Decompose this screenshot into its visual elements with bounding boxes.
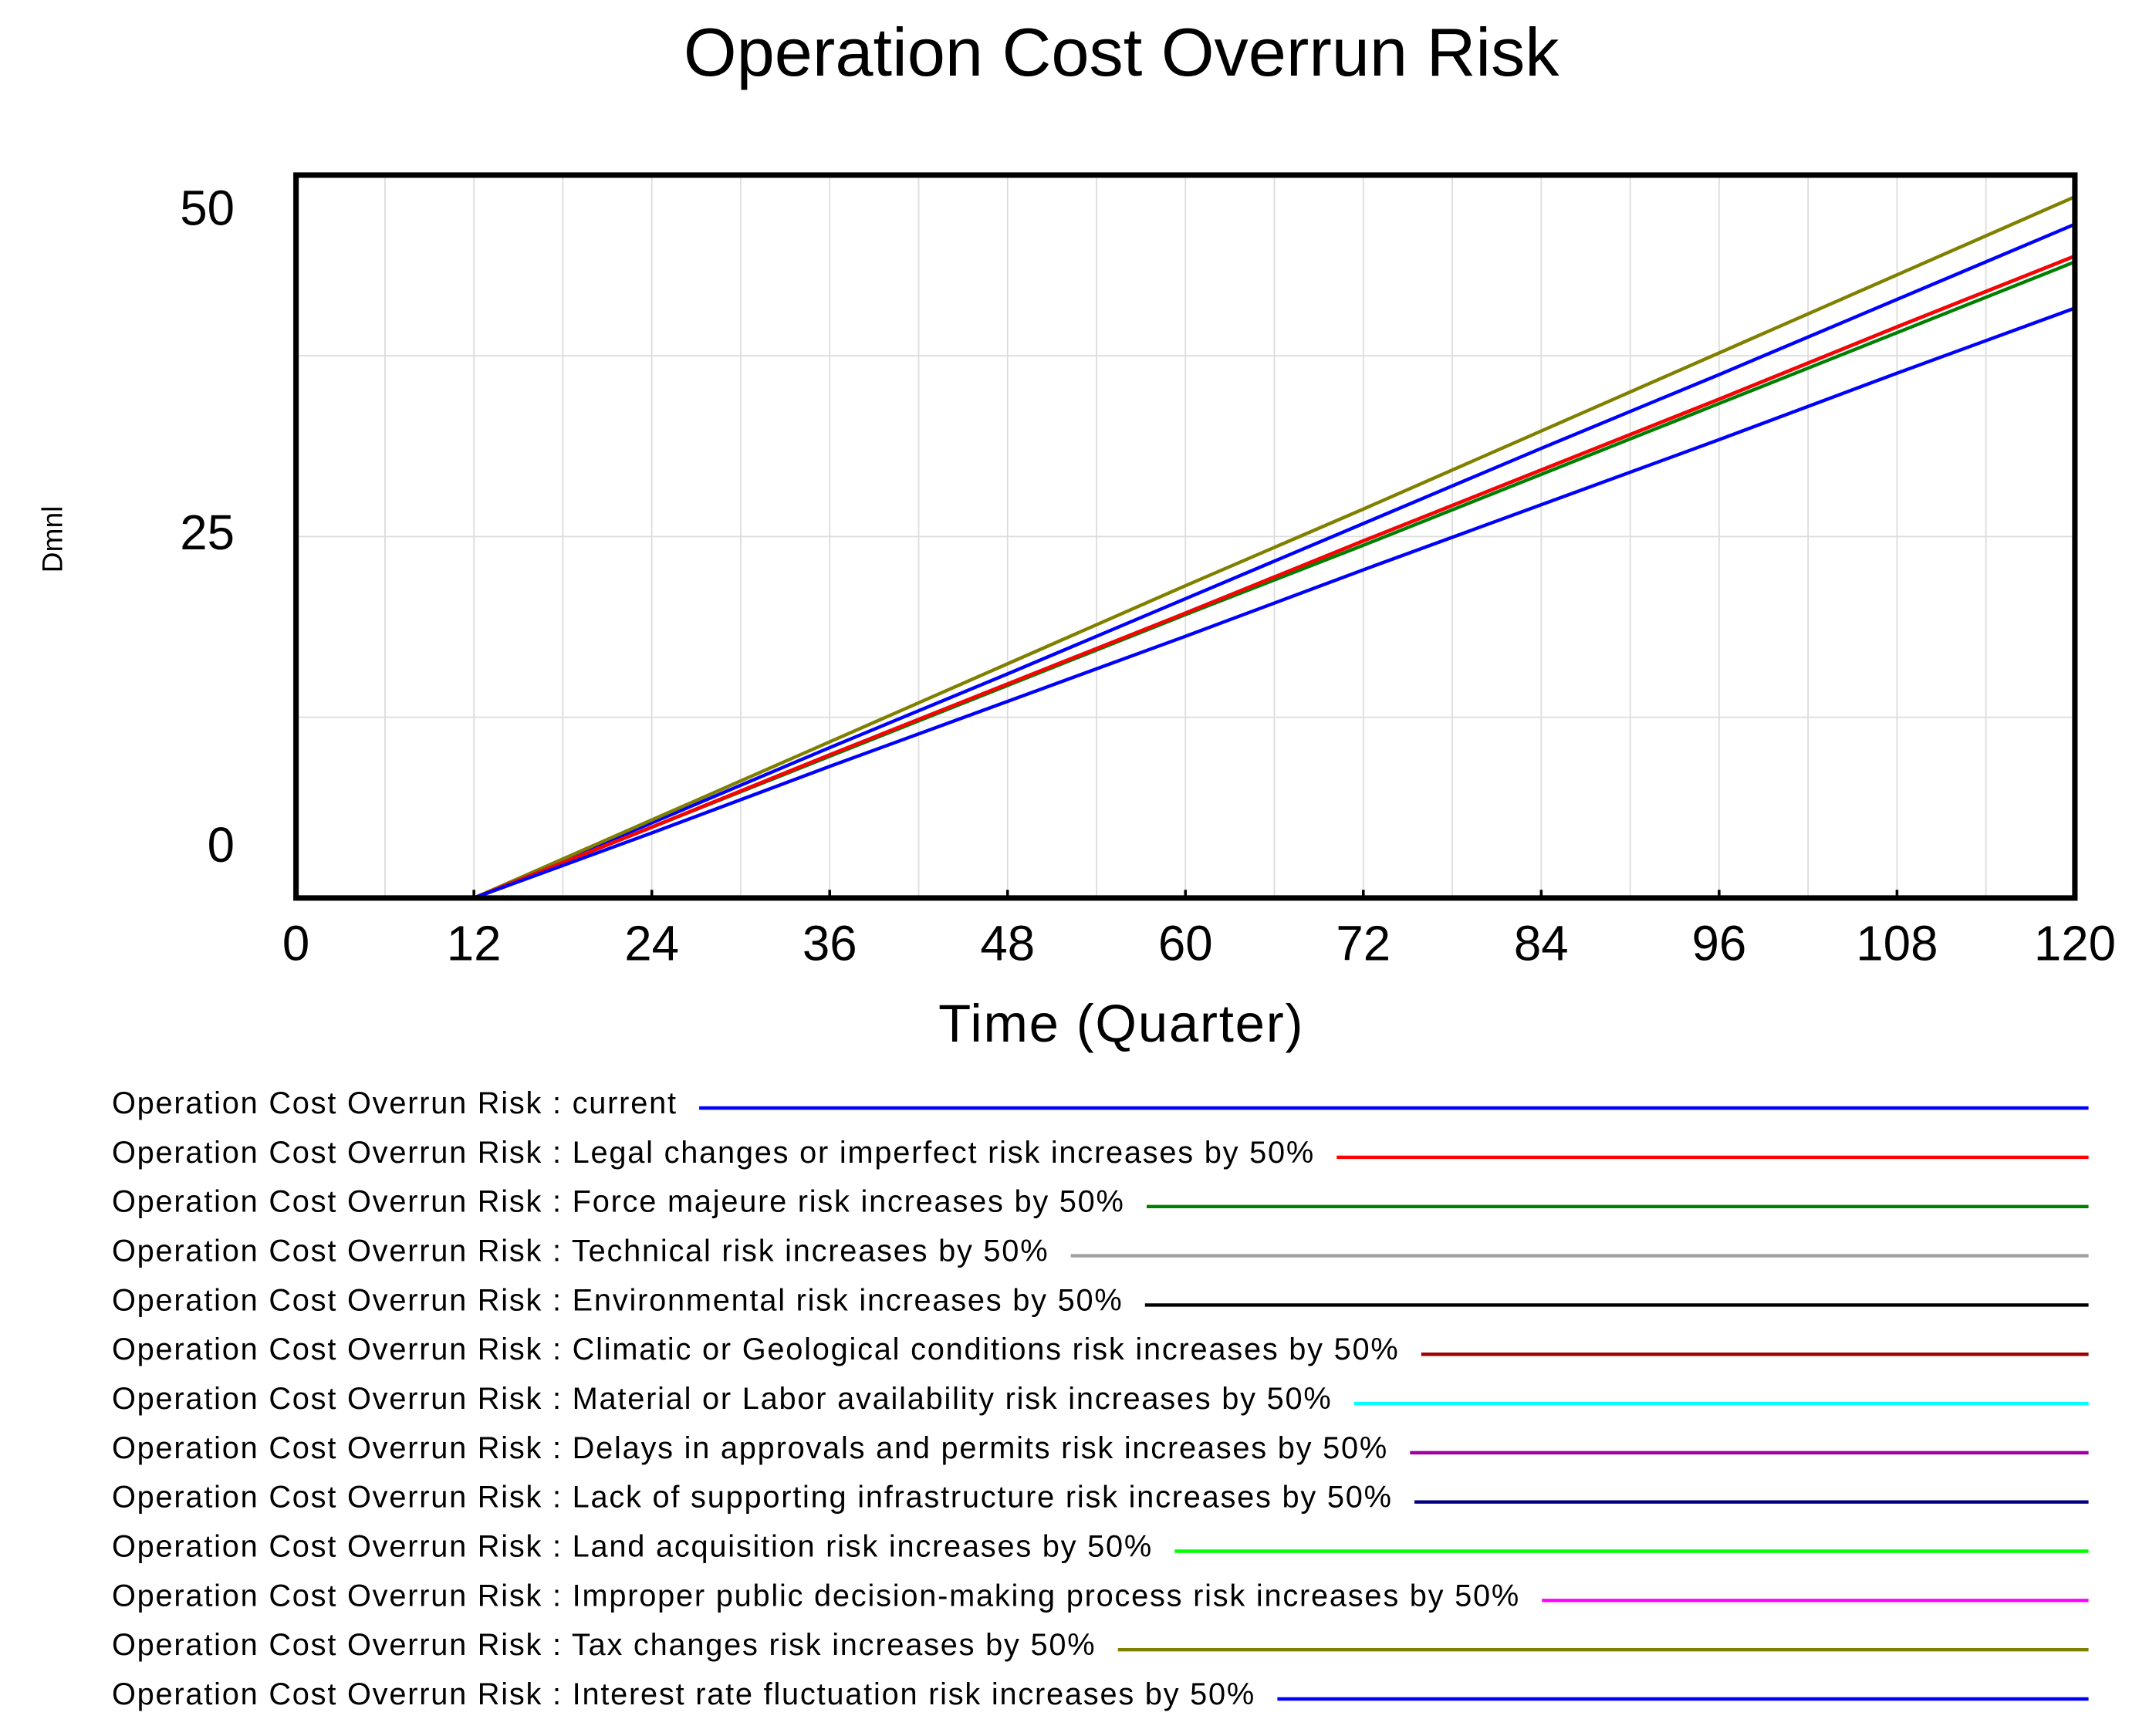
x-tick-label: 108 [1856,916,1938,971]
x-tick-label: 96 [1691,916,1746,971]
x-tick-label: 0 [282,916,309,971]
x-tick-label: 36 [803,916,857,971]
legend-label: Operation Cost Overrun Risk : Land acqui… [112,1529,1153,1563]
y-axis-label: Dmnl [36,506,69,573]
y-tick-label: 25 [180,505,235,560]
series-line [296,222,2076,900]
x-tick-label: 72 [1336,916,1391,971]
x-tick-label: 24 [624,916,679,971]
legend-label: Operation Cost Overrun Risk : Lack of su… [112,1481,1393,1515]
series-line [296,254,2076,900]
legend-label: Operation Cost Overrun Risk : Tax change… [112,1628,1096,1662]
legend-label: Operation Cost Overrun Risk : Improper p… [112,1579,1520,1613]
x-tick-label: 84 [1514,916,1569,971]
series-line [296,306,2076,900]
chart-title: Operation Cost Overrun Risk [684,14,1559,90]
x-tick-label: 60 [1158,916,1213,971]
plot-frame [293,172,2078,901]
x-axis-label: Time (Quarter) [938,994,1304,1053]
series-line [296,195,2076,900]
legend-label: Operation Cost Overrun Risk : Legal chan… [112,1136,1315,1170]
legend-label: Operation Cost Overrun Risk : Environmen… [112,1283,1124,1317]
x-tick-label: 48 [980,916,1035,971]
legend-label: Operation Cost Overrun Risk : Delays in … [112,1431,1388,1465]
y-tick-label: 0 [208,818,235,873]
x-tick-label: 12 [447,916,502,971]
legend-label: Operation Cost Overrun Risk : Force maje… [112,1185,1125,1219]
legend-label: Operation Cost Overrun Risk : Climatic o… [112,1332,1400,1366]
legend-label: Operation Cost Overrun Risk : Interest r… [112,1677,1255,1711]
legend-label: Operation Cost Overrun Risk : Technical … [112,1234,1049,1268]
legend-label: Operation Cost Overrun Risk : current [112,1086,678,1120]
x-tick-label: 120 [2034,916,2116,971]
legend-label: Operation Cost Overrun Risk : Material o… [112,1382,1333,1416]
y-tick-label: 50 [180,181,235,235]
